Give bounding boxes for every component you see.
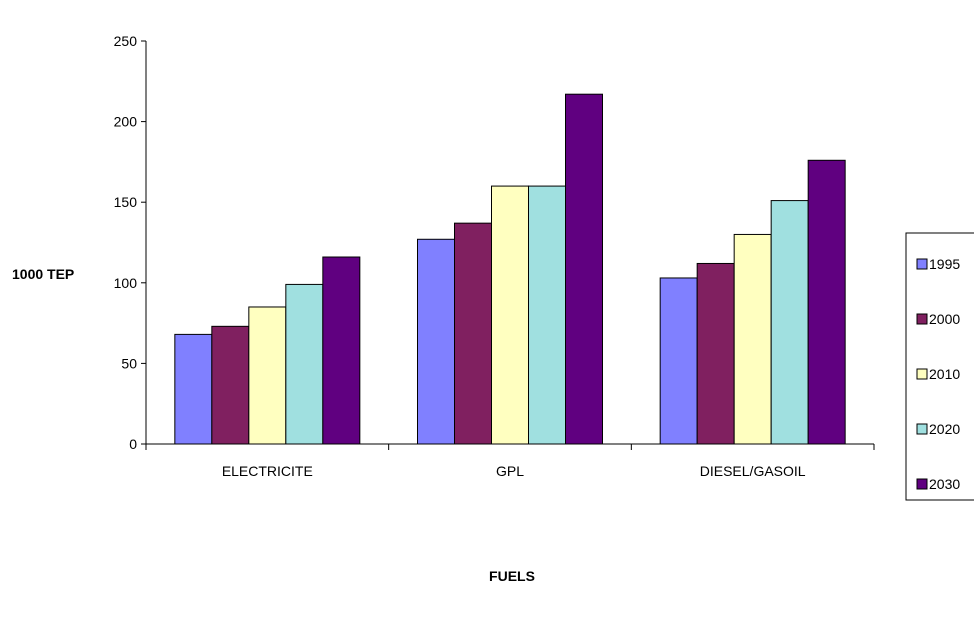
bar-2000-electricite: [211, 325, 250, 445]
bar-2030-gpl: [565, 93, 603, 445]
x-axis: ELECTRICITE GPL DIESEL/GASOIL: [145, 443, 875, 479]
legend-swatch: [916, 368, 928, 380]
legend-label: 2010: [929, 366, 960, 382]
legend-label: 1995: [929, 256, 960, 272]
legend-label: 2000: [929, 311, 960, 327]
legend-swatch: [916, 313, 928, 325]
x-category-label: GPL: [496, 463, 524, 479]
y-tick-label: 200: [114, 114, 138, 130]
legend-label: 2020: [929, 421, 960, 437]
x-axis-title: FUELS: [489, 568, 535, 584]
y-axis: 0 50 100 150 200 250: [114, 33, 147, 452]
x-category-label: ELECTRICITE: [222, 463, 313, 479]
bar-2020-gpl: [528, 185, 566, 445]
legend-box: [905, 232, 974, 501]
bar-2010-gpl: [491, 185, 529, 445]
y-tick-label: 50: [121, 355, 137, 371]
y-tick-label: 100: [114, 275, 138, 291]
bar-2000-diesel-gasoil: [696, 262, 735, 445]
legend: 1995 2000 2010 2020 2030: [905, 232, 974, 501]
bar-2010-electricite: [248, 306, 287, 445]
y-tick-label: 250: [114, 33, 138, 49]
bar-1995-gpl: [417, 238, 455, 445]
bar-2020-electricite: [285, 283, 324, 445]
bar-1995-diesel-gasoil: [659, 277, 698, 445]
bar-2020-diesel-gasoil: [770, 200, 809, 445]
bar-2000-gpl: [454, 222, 492, 445]
bar-2030-diesel-gasoil: [807, 159, 846, 445]
x-category-label: DIESEL/GASOIL: [700, 463, 806, 479]
y-tick-label: 150: [114, 194, 138, 210]
y-axis-title: 1000 TEP: [12, 266, 74, 282]
bars: [174, 93, 846, 445]
legend-swatch: [916, 258, 928, 270]
legend-swatch: [916, 423, 928, 435]
bar-1995-electricite: [174, 333, 213, 445]
legend-label: 2030: [929, 476, 960, 492]
bar-2030-electricite: [322, 256, 361, 445]
legend-swatch: [916, 478, 928, 490]
bar-2010-diesel-gasoil: [733, 233, 772, 445]
y-tick-label: 0: [129, 436, 137, 452]
